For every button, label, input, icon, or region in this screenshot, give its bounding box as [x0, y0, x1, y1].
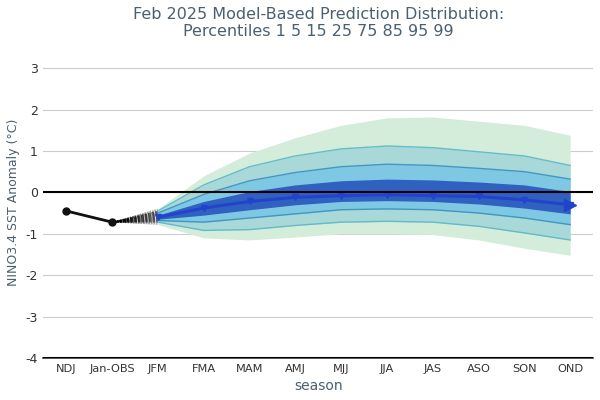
X-axis label: season: season: [294, 379, 343, 393]
Y-axis label: NINO3.4 SST Anomaly (°C): NINO3.4 SST Anomaly (°C): [7, 119, 20, 286]
Title: Feb 2025 Model-Based Prediction Distribution:
Percentiles 1 5 15 25 75 85 95 99: Feb 2025 Model-Based Prediction Distribu…: [133, 7, 504, 39]
